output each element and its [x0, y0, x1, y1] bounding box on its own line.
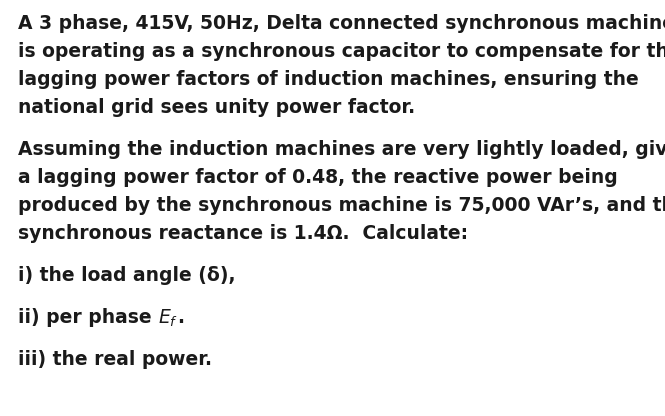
- Text: is operating as a synchronous capacitor to compensate for the: is operating as a synchronous capacitor …: [18, 42, 665, 61]
- Text: Assuming the induction machines are very lightly loaded, giving: Assuming the induction machines are very…: [18, 140, 665, 159]
- Text: produced by the synchronous machine is 75,000 VAr’s, and the: produced by the synchronous machine is 7…: [18, 196, 665, 215]
- Text: synchronous reactance is 1.4Ω.  Calculate:: synchronous reactance is 1.4Ω. Calculate…: [18, 224, 468, 243]
- Text: a lagging power factor of 0.48, the reactive power being: a lagging power factor of 0.48, the reac…: [18, 168, 618, 187]
- Text: i) the load angle (δ),: i) the load angle (δ),: [18, 266, 235, 285]
- Text: ii) per phase: ii) per phase: [18, 308, 158, 327]
- Text: A 3 phase, 415V, 50Hz, Delta connected synchronous machine,: A 3 phase, 415V, 50Hz, Delta connected s…: [18, 14, 665, 33]
- Text: $E_f$: $E_f$: [158, 308, 178, 329]
- Text: lagging power factors of induction machines, ensuring the: lagging power factors of induction machi…: [18, 70, 639, 89]
- Text: national grid sees unity power factor.: national grid sees unity power factor.: [18, 98, 415, 117]
- Text: .: .: [177, 308, 184, 327]
- Text: iii) the real power.: iii) the real power.: [18, 350, 212, 369]
